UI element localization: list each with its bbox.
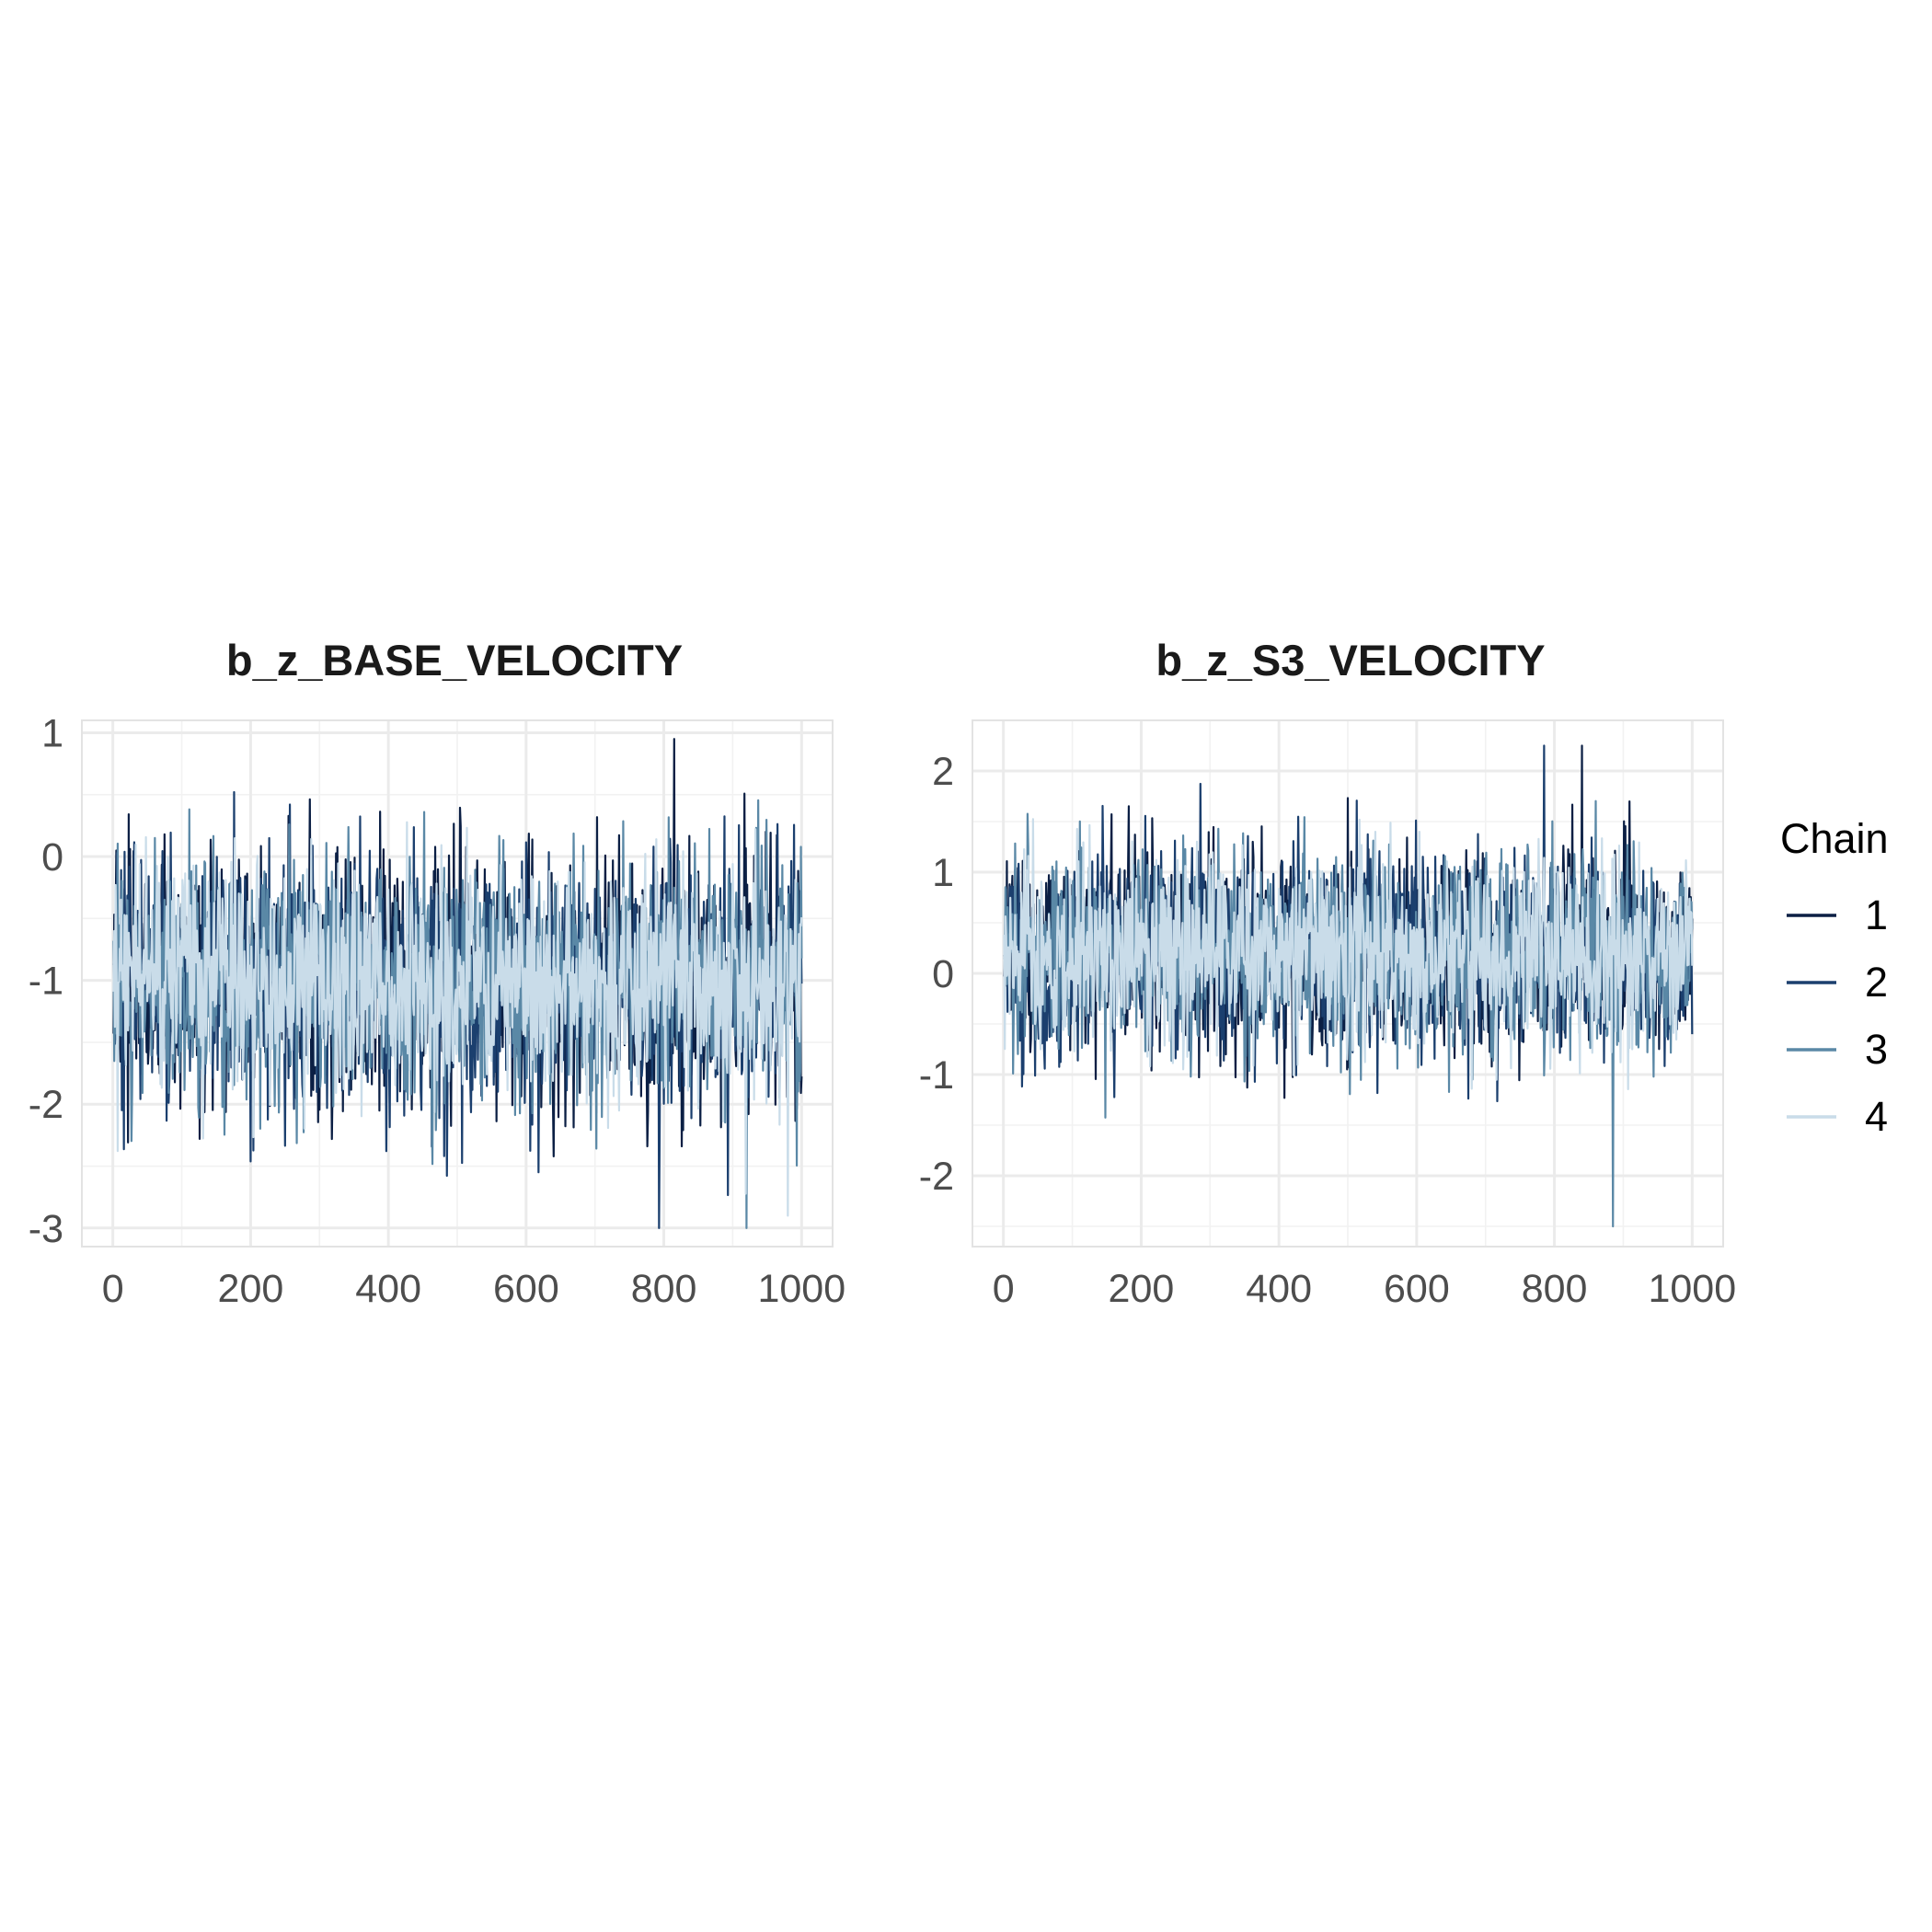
y-tick-label: 0	[41, 835, 63, 880]
x-tick-label: 600	[1384, 1267, 1450, 1311]
legend-item-chain-2: 2	[1787, 959, 1888, 1006]
y-tick-label: -3	[29, 1207, 63, 1251]
y-tick-label: -2	[919, 1155, 954, 1199]
chain-legend: Chain 1 2 3 4	[1780, 815, 1889, 1140]
panel-border	[972, 719, 1724, 1248]
legend-label: 3	[1865, 1026, 1888, 1073]
legend-title: Chain	[1780, 815, 1889, 862]
chain-4-trace	[112, 821, 803, 1217]
legend-item-chain-3: 3	[1787, 1026, 1888, 1073]
legend-label: 1	[1865, 891, 1888, 938]
y-tick-label: -1	[919, 1053, 954, 1098]
x-tick-label: 1000	[757, 1267, 845, 1311]
x-tick-label: 200	[218, 1267, 284, 1311]
y-tick-label: -1	[29, 960, 63, 1004]
legend-item-chain-1: 1	[1787, 891, 1888, 938]
panel-title: b_z_BASE_VELOCITY	[226, 636, 683, 684]
x-tick-label: 200	[1109, 1267, 1175, 1311]
y-tick-label: 1	[932, 851, 954, 895]
y-tick-label: 0	[932, 952, 954, 996]
x-tick-label: 400	[1246, 1267, 1312, 1311]
x-tick-label: 400	[355, 1267, 421, 1311]
x-tick-label: 800	[1522, 1267, 1588, 1311]
legend-label: 2	[1865, 959, 1888, 1006]
y-tick-label: -2	[29, 1083, 63, 1127]
y-tick-label: 1	[41, 711, 63, 755]
panel-s3-velocity: b_z_S3_VELOCITY 0 200 400 600 800 1000 2 1 0 -1 -2	[919, 636, 1736, 1311]
panel-title: b_z_S3_VELOCITY	[1156, 636, 1545, 684]
x-tick-label: 1000	[1648, 1267, 1736, 1311]
panel-base-velocity: b_z_BASE_VELOCITY 0 200 400 600 800 1000 1 0 -1 -…	[29, 636, 845, 1311]
chain-4-trace	[1003, 818, 1694, 1091]
x-tick-label: 0	[993, 1267, 1015, 1311]
x-tick-label: 0	[102, 1267, 124, 1311]
panel-border	[81, 719, 834, 1248]
legend-label: 4	[1865, 1093, 1888, 1140]
legend-item-chain-4: 4	[1787, 1093, 1888, 1140]
x-tick-label: 600	[493, 1267, 559, 1311]
chain-traces	[1003, 744, 1694, 1228]
y-tick-label: 2	[932, 750, 954, 794]
x-tick-label: 800	[631, 1267, 697, 1311]
chain-traces	[112, 738, 803, 1229]
